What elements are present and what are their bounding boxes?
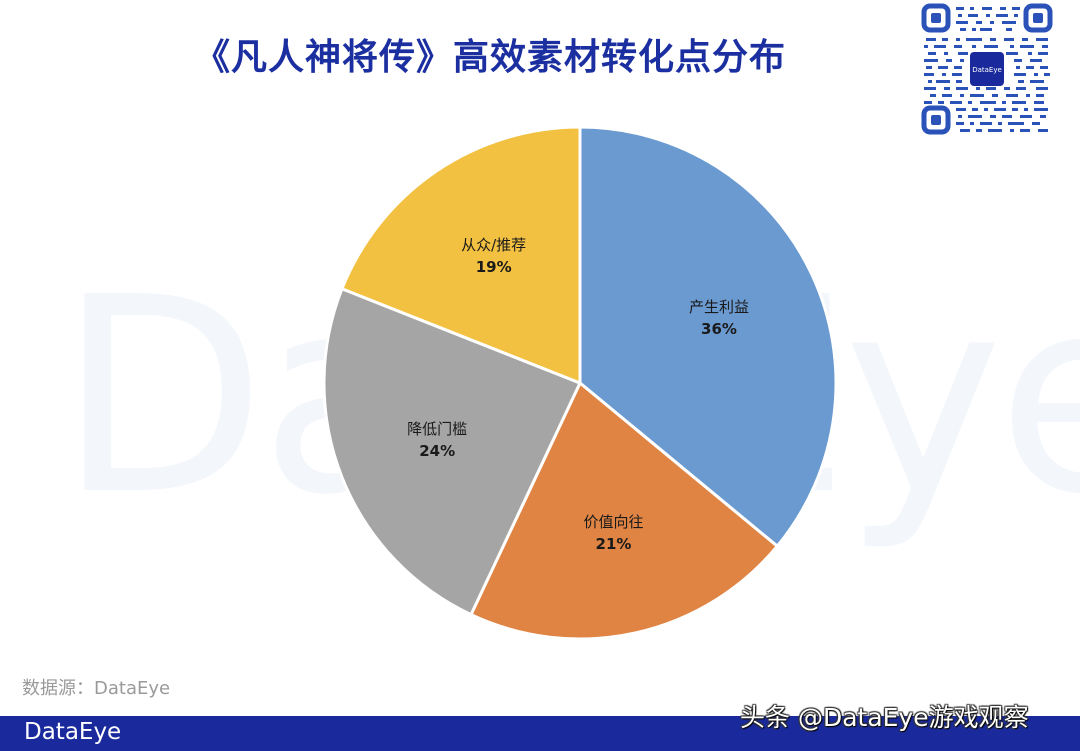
footer-bar: DataEye [0,716,1080,751]
qr-code-icon: DataEye [920,2,1054,136]
slice-category: 降低门槛 [407,419,468,438]
slice-percentage: 36% [701,319,737,338]
slice-label: 价值向往 21% [583,511,643,555]
slice-percentage: 21% [595,534,632,553]
data-source-note: 数据源：DataEye [22,678,171,699]
slice-category: 从众/推荐 [461,235,527,254]
dataeye-logo: DataEye [24,719,122,745]
slice-percentage: 24% [419,441,456,460]
toutiao-attribution: 头条 @DataEye游戏观察 [740,703,1029,732]
slice-category: 产生利益 [688,297,749,316]
pie-slice [340,125,582,385]
svg-text:DataEye: DataEye [972,66,1002,74]
pie-slice [469,381,779,641]
slice-percentage: 19% [475,257,512,276]
pie-slice [578,125,838,548]
slice-label: 从众/推荐 19% [461,234,526,278]
slice-category: 价值向往 [583,512,644,531]
pie-slice [322,287,582,617]
slice-label: 产生利益 36% [689,296,749,340]
slice-label: 降低门槛 24% [407,418,467,462]
chart-title: 《凡人神将传》高效素材转化点分布 [193,37,786,78]
